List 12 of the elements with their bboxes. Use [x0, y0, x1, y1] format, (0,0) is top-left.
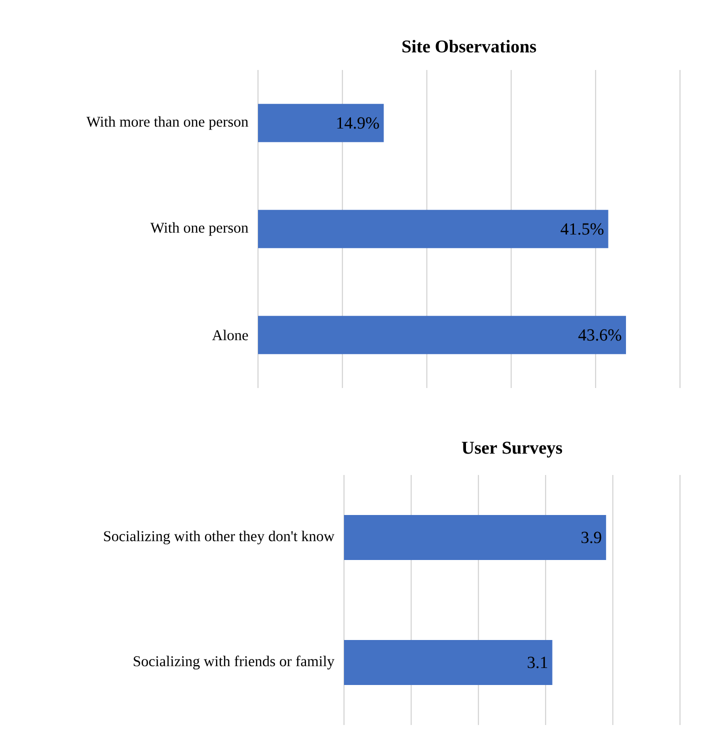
y-tick-label: With one person: [150, 222, 248, 236]
data-label: 41.5%: [560, 223, 604, 235]
data-label: 3.9: [582, 532, 602, 544]
data-label: 3.1: [528, 656, 548, 668]
y-tick-label: Socializing with friends or family: [134, 656, 334, 670]
y-tick-label: Socializing with other they don't know: [104, 530, 334, 544]
y-tick-label: With more than one person: [86, 116, 248, 130]
chart-title: User Surveys: [462, 442, 562, 458]
data-label: 43.6%: [578, 329, 622, 341]
chart-title: Site Observations: [402, 40, 536, 53]
data-label: 14.9%: [337, 117, 379, 129]
y-tick-label: Alone: [212, 330, 248, 340]
